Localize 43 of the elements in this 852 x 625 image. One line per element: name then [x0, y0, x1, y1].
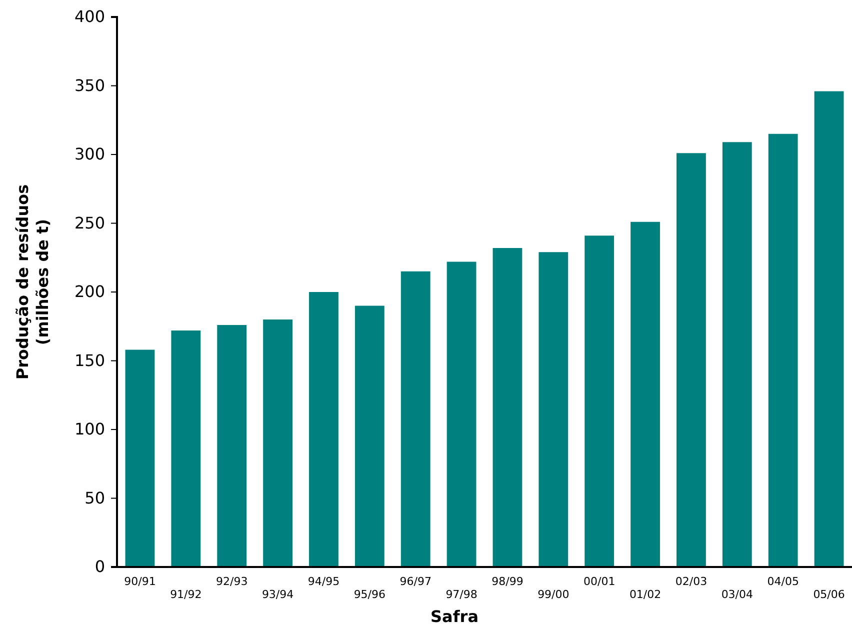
x-tick-label: 05/06: [813, 588, 845, 601]
bar: [814, 91, 844, 567]
bar: [171, 330, 201, 567]
x-tick-label: 02/03: [675, 575, 708, 588]
bar: [676, 153, 706, 567]
bar: [263, 320, 292, 567]
x-tick-label: 99/00: [538, 588, 570, 601]
x-tick-label: 94/95: [308, 575, 340, 588]
y-tick-label: 50: [84, 488, 105, 508]
bar: [768, 134, 798, 567]
x-tick-label: 00/01: [583, 575, 616, 588]
y-tick-label: 100: [74, 420, 105, 439]
y-tick-label: 200: [74, 282, 105, 302]
x-tick-label: 01/02: [629, 588, 662, 601]
y-axis-title: Produção de resíduos (milhões de t): [13, 184, 52, 380]
bar: [630, 222, 660, 567]
y-tick-label: 250: [74, 213, 105, 232]
x-tick-label: 92/93: [216, 575, 248, 588]
x-tick-label: 95/96: [354, 588, 386, 601]
bar: [354, 306, 384, 567]
y-tick-label: 0: [94, 557, 105, 576]
x-tick-label: 97/98: [446, 588, 478, 601]
x-axis-title: Safra: [430, 607, 478, 625]
y-tick-label: 150: [74, 350, 105, 370]
bar: [584, 236, 614, 567]
bar: [538, 252, 568, 567]
x-tick-label: 90/91: [124, 575, 156, 588]
y-tick-label: 300: [74, 144, 105, 164]
y-tick-label: 400: [74, 7, 105, 26]
x-tick-label: 96/97: [400, 575, 432, 588]
bar: [400, 271, 430, 567]
y-tick-label: 350: [74, 76, 105, 95]
bar: [309, 292, 338, 567]
x-tick-label: 93/94: [262, 588, 294, 601]
x-tick-label: 03/04: [721, 588, 754, 601]
x-tick-label: 98/99: [492, 575, 524, 588]
bar: [722, 142, 752, 567]
x-tick-label: 04/05: [767, 575, 799, 588]
bar: [125, 350, 155, 567]
bar: [217, 325, 247, 567]
x-tick-label: 91/92: [170, 588, 202, 601]
bar: [492, 248, 522, 567]
bar: [446, 262, 476, 567]
